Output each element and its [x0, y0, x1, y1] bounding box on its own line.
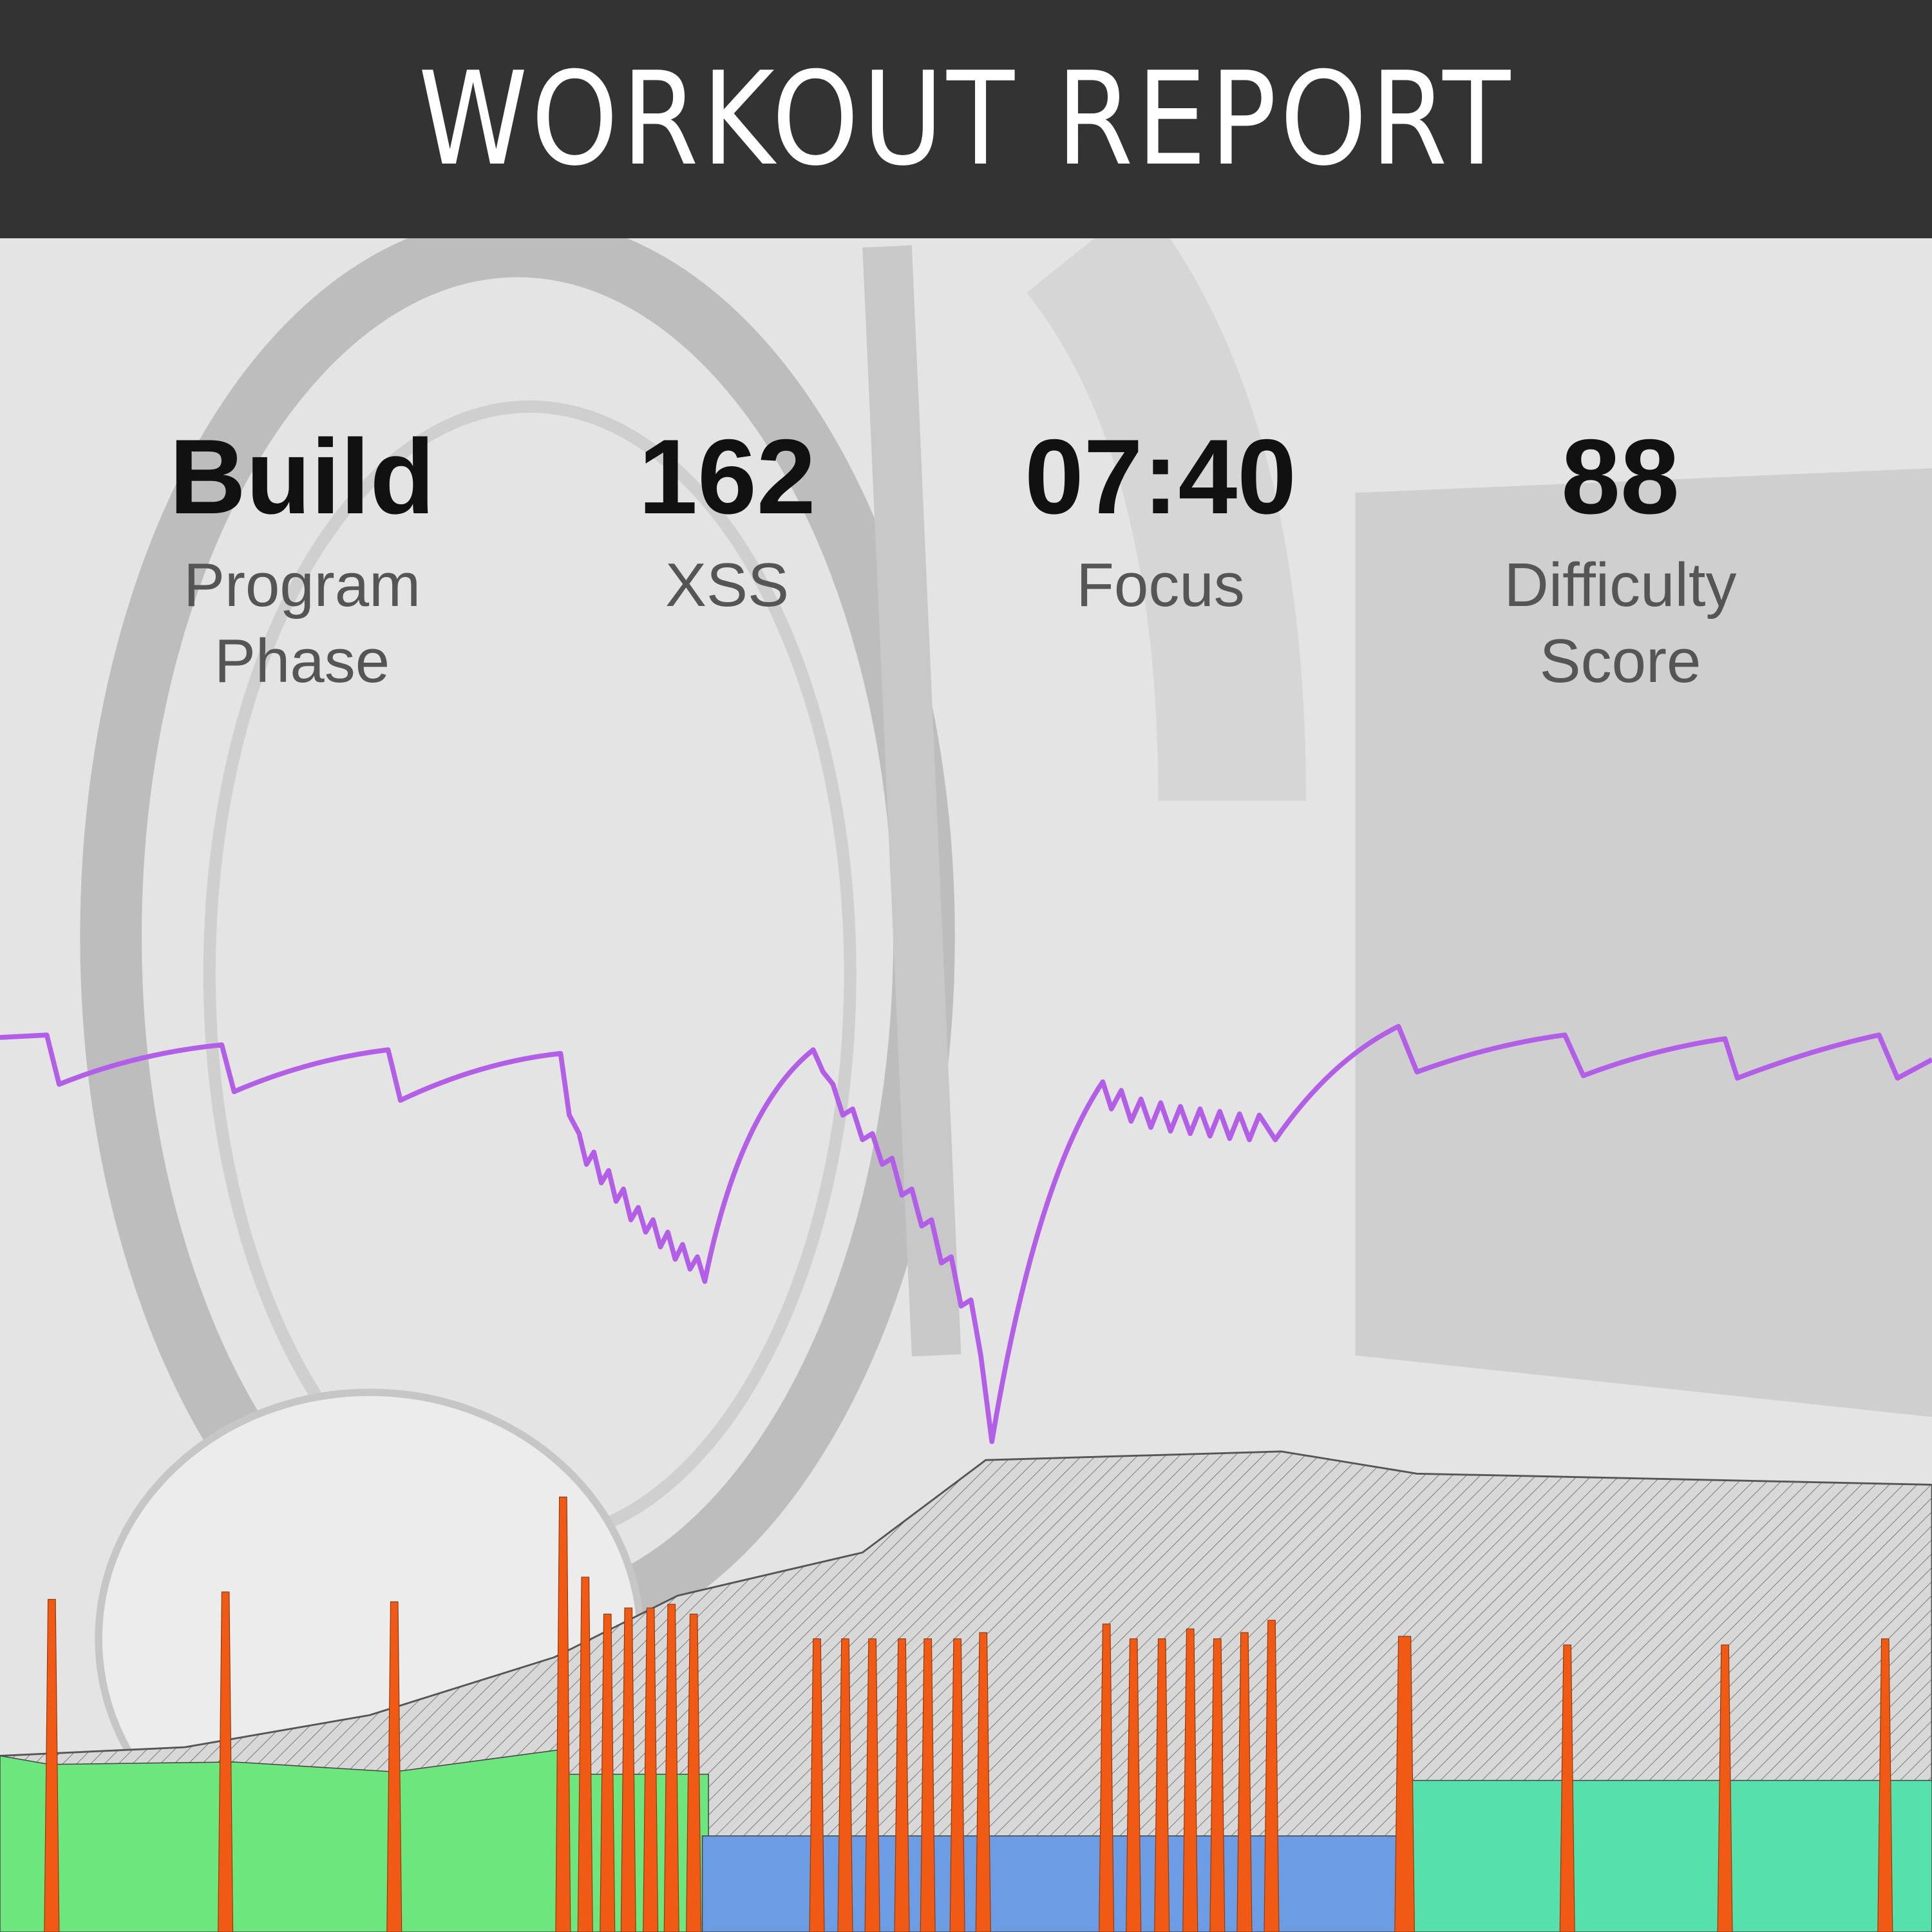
stat-label: Program Phase	[183, 551, 421, 696]
power-spikes	[44, 1497, 1893, 1932]
stat-value: 88	[1561, 417, 1680, 536]
stat-value: Build	[169, 417, 435, 536]
title: WORKOUT REPORT	[418, 44, 1514, 194]
stat: 162 XSS	[560, 412, 895, 623]
header: WORKOUT REPORT	[0, 0, 1932, 238]
stat-value: 162	[638, 417, 816, 536]
stat: 88 Difficulty Score	[1453, 412, 1788, 699]
stat: 07:40 Focus	[993, 412, 1328, 623]
stat-value: 07:40	[1024, 417, 1296, 536]
fitness-line	[0, 1023, 1932, 1444]
stat: Build Program Phase	[135, 412, 469, 699]
stat-label: Difficulty Score	[1504, 551, 1737, 696]
photo-shapes	[80, 200, 1932, 1889]
stat-label: XSS	[665, 551, 790, 620]
stat-label: Focus	[1076, 551, 1245, 620]
